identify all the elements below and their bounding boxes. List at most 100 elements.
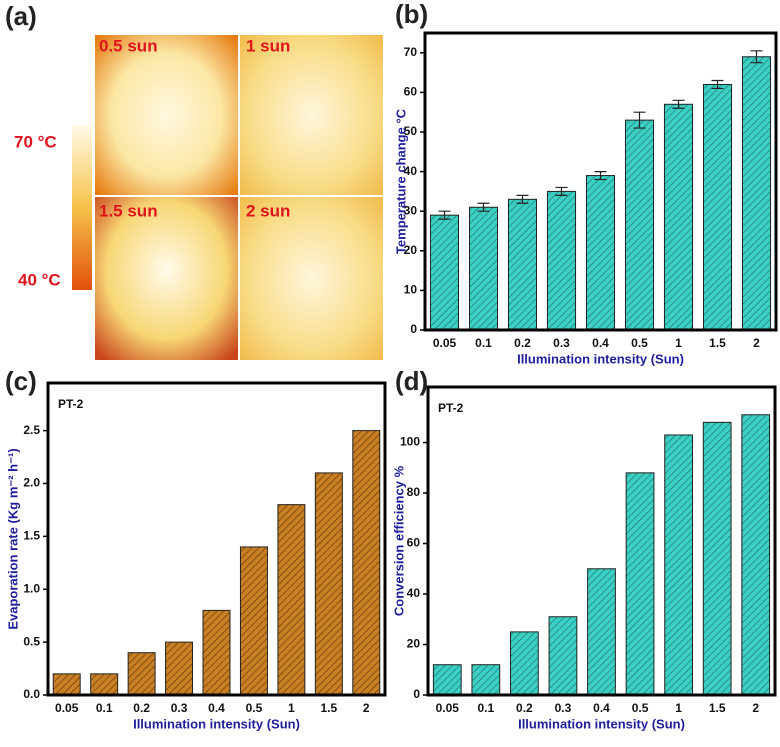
bar — [471, 664, 501, 696]
x-tick-label: 0.05 — [436, 701, 460, 715]
y-tick-label: 40 — [407, 586, 421, 600]
y-tick-label: 60 — [407, 536, 421, 550]
bar — [664, 434, 693, 696]
image-label: 2 sun — [246, 201, 290, 220]
panel-label: (a) — [5, 1, 37, 31]
x-tick-label: 2 — [753, 336, 760, 350]
x-axis-label: Illumination intensity (Sun) — [133, 716, 300, 731]
bar — [202, 609, 231, 696]
x-tick-label: 0.2 — [516, 701, 533, 715]
bar — [429, 214, 460, 331]
y-tick-label: 80 — [407, 485, 421, 499]
plot-frame — [46, 381, 387, 697]
bar — [90, 673, 119, 696]
y-axis-label: Conversion efficiency % — [391, 465, 406, 616]
y-tick-label: 2.5 — [23, 423, 40, 437]
x-tick-label: 0.05 — [55, 701, 79, 715]
x-tick-label: 1 — [288, 701, 295, 715]
y-tick-label: 70 — [404, 45, 418, 59]
x-tick-label: 1 — [675, 701, 682, 715]
bar — [277, 504, 306, 696]
image-label: 1 sun — [246, 36, 290, 55]
error-bar — [750, 50, 763, 64]
error-bar — [672, 99, 685, 109]
colorbar — [72, 125, 92, 290]
error-bar — [555, 186, 568, 196]
x-tick-label: 0.3 — [553, 336, 570, 350]
bar — [314, 472, 343, 696]
bar — [352, 430, 381, 696]
panel-a: (a) 0.5 sun 1 sun 1.5 sun 2 sun 70 °C 40… — [5, 1, 383, 360]
bar — [625, 472, 655, 696]
x-tick-label: 0.3 — [555, 701, 572, 715]
thermal-image — [240, 35, 383, 195]
y-tick-label: 20 — [404, 243, 418, 257]
x-tick-label: 0.2 — [133, 701, 150, 715]
bar — [587, 568, 616, 696]
thermal-image — [240, 197, 383, 360]
y-tick-label: 0.0 — [23, 687, 40, 701]
y-tick-label: 30 — [404, 203, 418, 217]
y-tick-label: 1.0 — [23, 581, 40, 595]
y-tick-label: 60 — [404, 85, 418, 99]
bar — [741, 414, 771, 696]
thermal-image — [95, 197, 238, 360]
error-bar — [711, 79, 724, 90]
x-tick-label: 2 — [752, 701, 759, 715]
x-tick-label: 0.1 — [477, 701, 494, 715]
x-tick-label: 0.5 — [632, 701, 649, 715]
x-tick-label: 0.5 — [631, 336, 648, 350]
bar — [585, 175, 616, 331]
error-bar — [438, 210, 451, 220]
bar — [468, 206, 499, 331]
bar — [702, 421, 732, 696]
colorbar-max: 70 °C — [14, 132, 57, 151]
y-tick-label: 2.0 — [23, 476, 40, 490]
panel-label: (d) — [395, 366, 428, 396]
bar — [663, 103, 694, 331]
bar — [432, 664, 462, 696]
x-tick-label: 0.2 — [514, 336, 531, 350]
thermal-image — [95, 35, 238, 195]
x-tick-label: 0.1 — [475, 336, 492, 350]
annotation: PT-2 — [58, 397, 84, 411]
y-tick-label: 10 — [404, 283, 418, 297]
plot-frame — [423, 31, 778, 332]
bar — [510, 631, 539, 696]
x-axis-label: Illumination intensity (Sun) — [518, 716, 685, 731]
bar — [546, 190, 577, 331]
bar — [52, 673, 81, 696]
bar — [548, 616, 578, 696]
plot-frame — [426, 385, 777, 697]
x-tick-label: 1.5 — [709, 701, 726, 715]
x-tick-label: 0.3 — [171, 701, 188, 715]
y-axis-label: Evaporation rate (Kg m⁻² h⁻¹) — [5, 448, 20, 629]
x-tick-label: 1.5 — [709, 336, 726, 350]
panel-label: (c) — [5, 366, 37, 396]
x-tick-label: 0.4 — [208, 701, 225, 715]
y-tick-label: 50 — [404, 124, 418, 138]
y-axis-label: Temperature change °C — [393, 108, 408, 254]
x-tick-label: 2 — [363, 701, 370, 715]
x-tick-label: 1 — [675, 336, 682, 350]
error-bar — [633, 111, 646, 129]
bar — [507, 198, 538, 331]
y-tick-label: 0.5 — [23, 634, 40, 648]
image-label: 0.5 sun — [99, 36, 158, 55]
y-tick-label: 40 — [404, 164, 418, 178]
bar — [165, 641, 194, 696]
x-tick-label: 0.4 — [592, 336, 609, 350]
error-bar — [594, 171, 607, 181]
x-tick-label: 0.05 — [433, 336, 457, 350]
y-tick-label: 1.5 — [23, 529, 40, 543]
y-tick-label: 20 — [407, 637, 421, 651]
bar — [624, 119, 655, 331]
error-bar — [477, 202, 490, 212]
bar — [239, 546, 268, 696]
x-tick-label: 1.5 — [320, 701, 337, 715]
x-tick-label: 0.1 — [96, 701, 113, 715]
y-tick-label: 0 — [413, 687, 420, 701]
image-label: 1.5 sun — [99, 201, 158, 220]
annotation: PT-2 — [438, 401, 464, 415]
